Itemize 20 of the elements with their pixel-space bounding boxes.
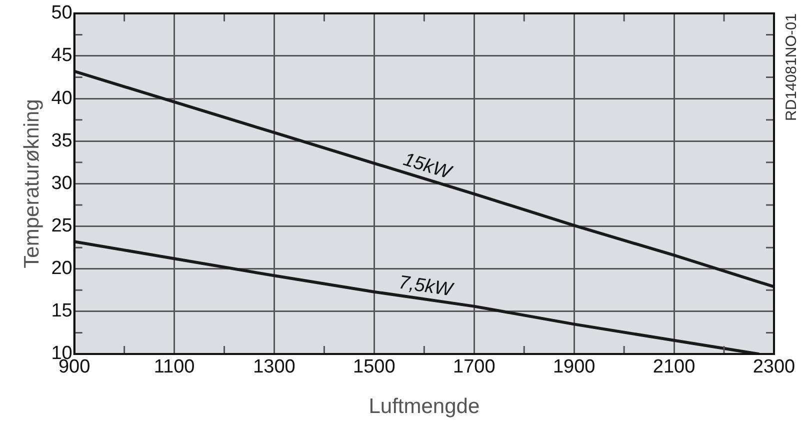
text: 15kW (400, 149, 456, 184)
y-tick-label: 45 (51, 45, 72, 66)
x-tick-label: 1700 (453, 356, 496, 378)
text: RD14081NO-01 (783, 13, 800, 121)
x-tick-label: 1500 (353, 356, 396, 378)
x-tick-label: 1300 (253, 356, 296, 378)
x-tick-label: 2100 (652, 356, 696, 378)
y-tick-label: 50 (51, 2, 72, 24)
text: 7,5kW (397, 272, 456, 302)
y-tick-label: 25 (51, 216, 72, 237)
y-tick-label: 30 (51, 172, 72, 194)
y-tick-label: 20 (51, 258, 72, 280)
y-axis-title: Temperaturøkning (20, 99, 44, 268)
x-tick-label: 1100 (154, 356, 195, 378)
y-tick-label: 15 (51, 300, 72, 322)
y-tick-label: 35 (51, 130, 72, 152)
y-tick-label: 40 (51, 88, 72, 109)
x-axis-title: Luftmengde (368, 395, 480, 418)
x-tick-label: 1900 (552, 356, 596, 378)
x-tick-label: 2300 (752, 356, 796, 378)
